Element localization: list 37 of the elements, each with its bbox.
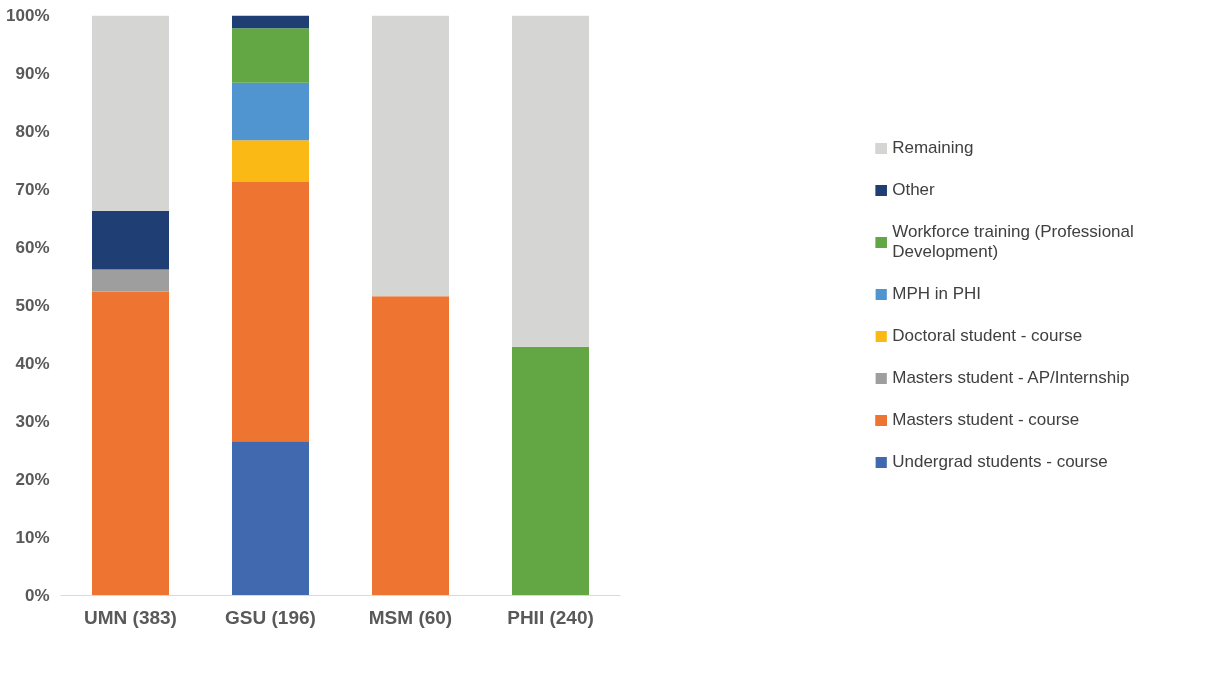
y-tick-label: 30% xyxy=(15,412,50,431)
bar xyxy=(92,15,169,211)
bar xyxy=(232,140,309,182)
legend-label: Remaining xyxy=(892,138,974,158)
y-tick-label: 100% xyxy=(6,6,50,25)
legend-label: Masters student - AP/Internship xyxy=(892,368,1130,388)
x-tick-label: MSM (60) xyxy=(368,606,453,628)
bar xyxy=(92,291,169,596)
legend-label: Masters student - course xyxy=(892,410,1080,430)
y-tick-label: 40% xyxy=(15,354,50,373)
bar xyxy=(372,296,449,596)
legend-label: Workforce training (Professional Development) xyxy=(892,222,1134,262)
y-tick-label: 70% xyxy=(15,180,50,199)
legend-label: Other xyxy=(892,180,935,200)
legend-label: Undergrad students - course xyxy=(892,452,1108,472)
legend-label: MPH in PHI xyxy=(892,284,982,304)
x-tick-label: GSU (196) xyxy=(225,606,316,628)
y-tick-label: 10% xyxy=(15,528,50,547)
bar xyxy=(372,15,449,297)
y-tick-label: 80% xyxy=(15,122,50,141)
bar xyxy=(232,441,309,596)
bar xyxy=(512,15,589,347)
y-tick-label: 0% xyxy=(24,586,50,605)
bar xyxy=(92,269,169,292)
bar xyxy=(232,15,309,29)
x-tick-label: PHII (240) xyxy=(507,606,594,628)
legend-label: Doctoral student - course xyxy=(892,326,1083,346)
y-tick-label: 60% xyxy=(15,238,50,257)
y-tick-label: 50% xyxy=(15,296,50,315)
bar xyxy=(232,82,309,141)
y-tick-label: 90% xyxy=(15,64,50,83)
bar xyxy=(232,181,309,442)
bar xyxy=(512,346,589,596)
bar xyxy=(232,28,309,83)
x-tick-label: UMN (383) xyxy=(84,606,177,628)
bar xyxy=(92,210,169,270)
y-tick-label: 20% xyxy=(15,470,50,489)
